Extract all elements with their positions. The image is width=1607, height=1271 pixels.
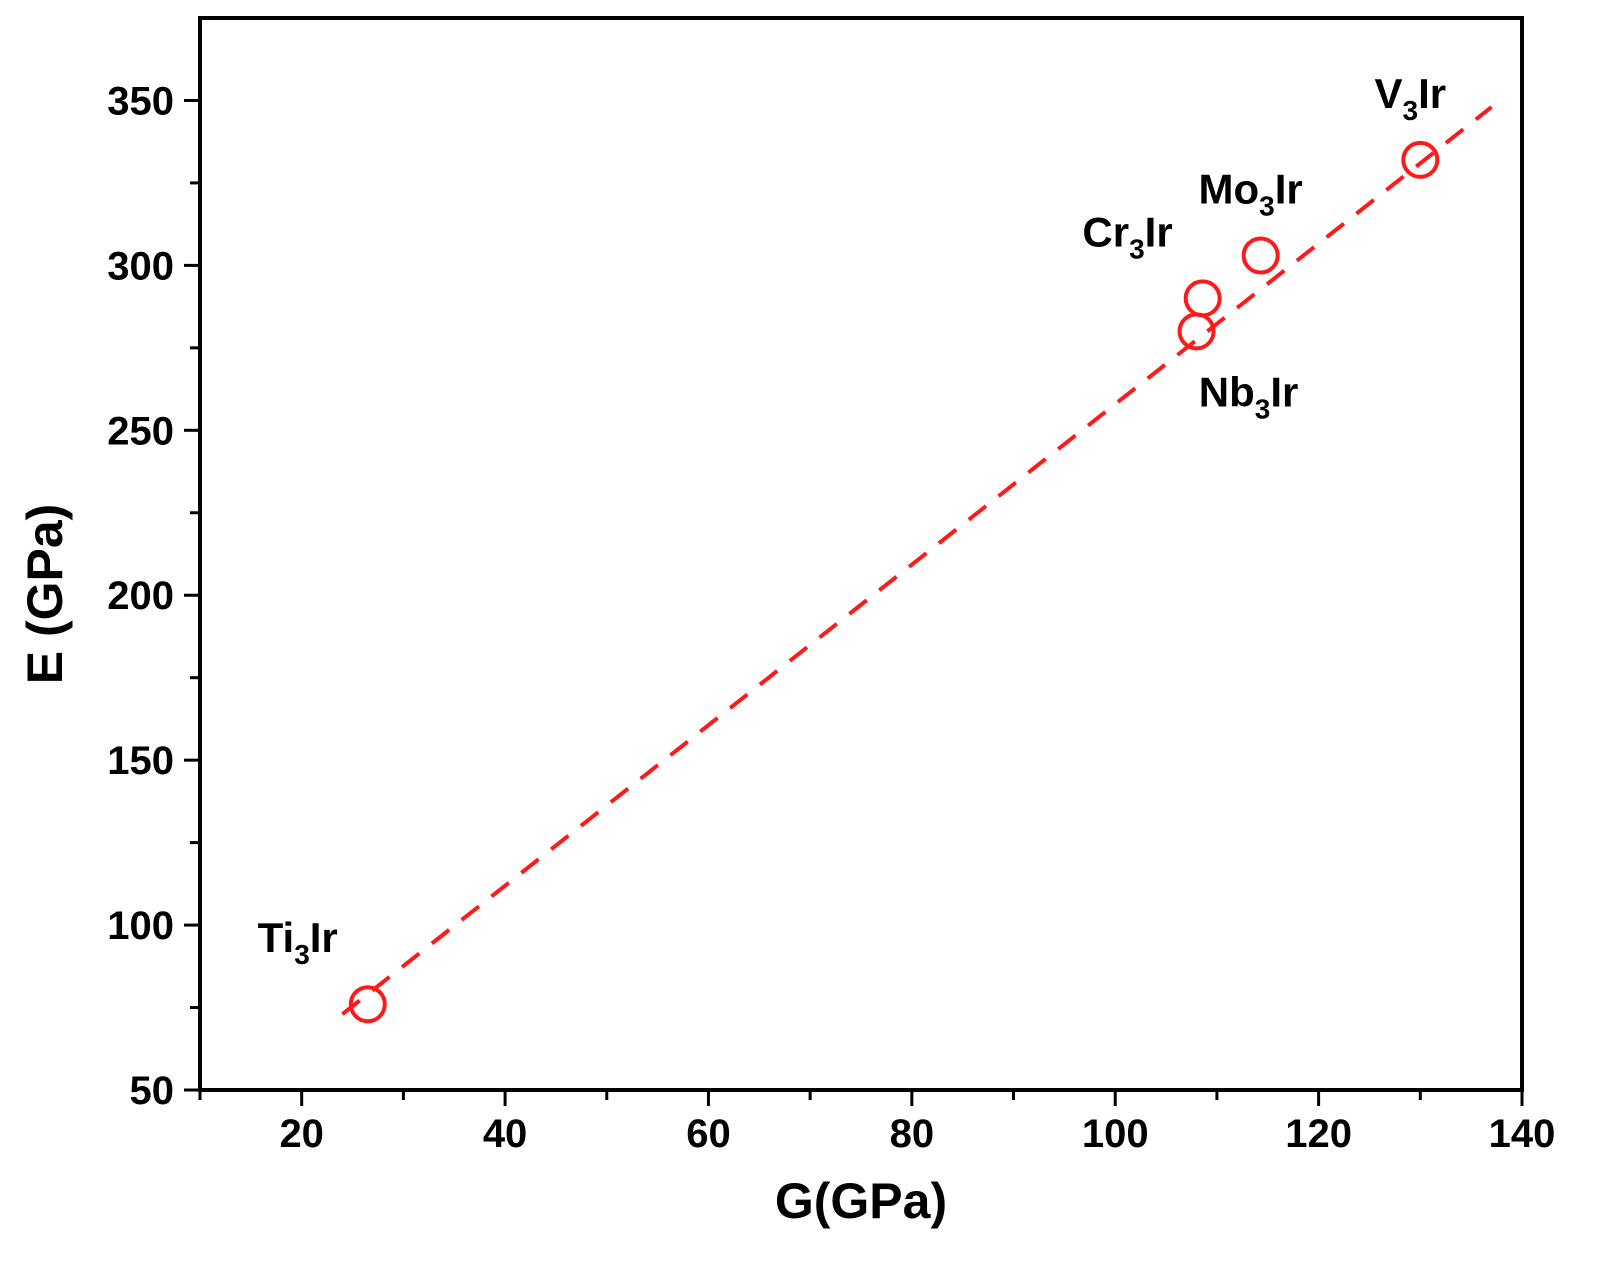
y-tick-label: 200 (107, 574, 174, 618)
fit-line-layer (341, 105, 1493, 1016)
plot-frame (198, 16, 1524, 1092)
data-point (1183, 279, 1222, 318)
axis-ticks: 20 40 60 80 100 120 140 50 100 150 200 250 300 350 (107, 79, 1555, 1156)
y-tick-label: 50 (130, 1069, 175, 1113)
point-label: Cr3Ir (1082, 208, 1172, 264)
data-points-layer (348, 140, 1440, 1024)
data-point (1241, 236, 1280, 275)
point-label: Nb3Ir (1199, 368, 1299, 424)
y-tick-label: 150 (107, 739, 174, 783)
y-tick-label: 350 (107, 79, 174, 123)
data-point (348, 985, 387, 1024)
x-tick-label: 100 (1082, 1112, 1149, 1156)
data-point (1401, 140, 1440, 179)
x-tick-label: 80 (890, 1112, 935, 1156)
x-tick-label: 140 (1489, 1112, 1556, 1156)
y-tick-label: 300 (107, 244, 174, 288)
fit-line (341, 105, 1493, 1016)
point-label: V3Ir (1375, 70, 1447, 126)
y-tick-label: 100 (107, 904, 174, 948)
point-label: Ti3Ir (258, 914, 338, 970)
x-tick-label: 40 (483, 1112, 528, 1156)
point-labels-layer: Ti3Ir Nb3Ir Cr3Ir Mo3Ir V3Ir (258, 70, 1446, 970)
x-tick-label: 120 (1285, 1112, 1352, 1156)
x-axis-title: G(GPa) (775, 1173, 947, 1229)
y-tick-label: 250 (107, 409, 174, 453)
x-tick-label: 60 (686, 1112, 731, 1156)
x-tick-label: 20 (279, 1112, 324, 1156)
point-label: Mo3Ir (1199, 165, 1303, 221)
y-axis-title: E (GPa) (17, 504, 73, 685)
